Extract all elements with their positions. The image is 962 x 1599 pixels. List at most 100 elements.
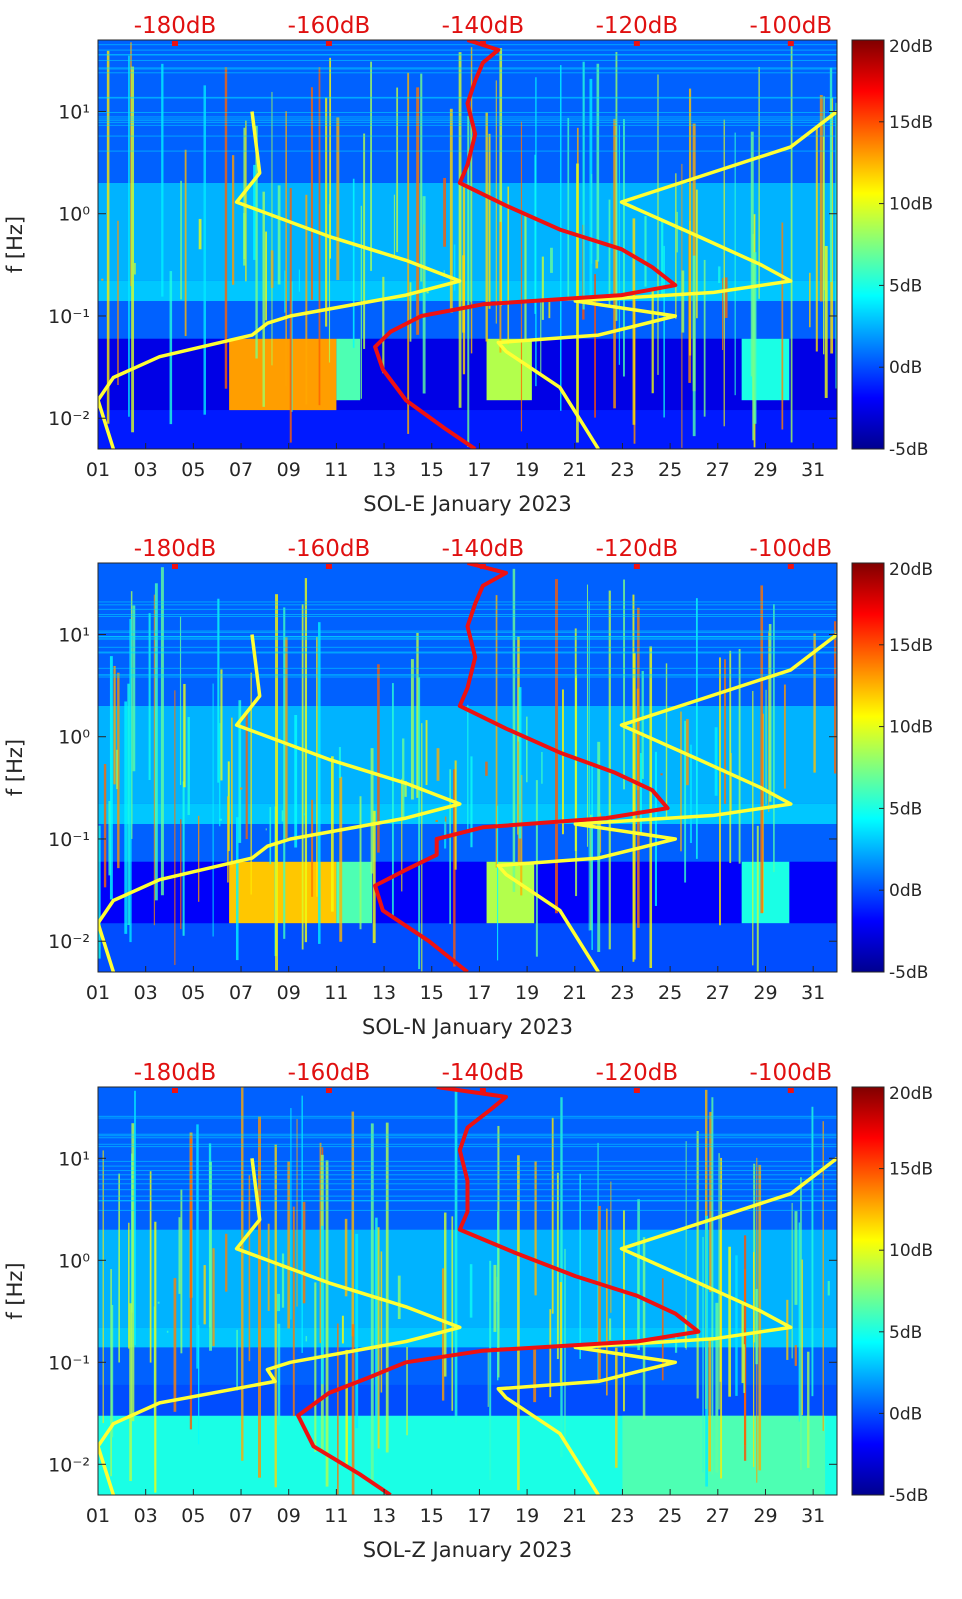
x-tick-label: 07 — [229, 982, 253, 1004]
spectrogram-transient — [397, 1275, 401, 1319]
spectrogram-transient — [262, 191, 265, 407]
spectrogram-transient — [128, 1222, 130, 1349]
spectrogram-transient — [310, 87, 313, 300]
spectrogram-harmonic — [98, 1133, 837, 1135]
spectrogram-transient — [305, 1336, 308, 1342]
x-tick-label: 15 — [420, 459, 444, 481]
y-tick-label: 10¹ — [58, 101, 90, 123]
spectrogram-transient — [339, 776, 343, 942]
spectrogram-transient — [267, 1223, 270, 1311]
spectrogram-transient — [610, 1181, 612, 1313]
spectrogram-transient — [637, 607, 640, 928]
x-tick-label: 27 — [706, 982, 730, 1004]
spectrogram-transient — [418, 677, 421, 970]
spectrogram-band — [98, 1384, 837, 1416]
spectrogram-transient — [702, 1236, 704, 1473]
spectrogram-transient — [791, 1202, 793, 1359]
spectrogram-transient — [174, 690, 176, 965]
x-tick-label: 01 — [86, 459, 110, 481]
spectrogram-transient — [189, 1135, 193, 1430]
spectrogram-transient — [597, 1142, 599, 1380]
spectrogram-transient — [102, 1150, 104, 1424]
spectrogram-transient — [824, 246, 828, 398]
x-tick-label: 07 — [229, 1505, 253, 1527]
spectrogram-transient — [253, 164, 256, 260]
spectrogram-transient — [574, 628, 577, 852]
spectrogram-transient — [113, 665, 116, 785]
top-db-label: -120dB — [596, 536, 679, 562]
top-db-label: -100dB — [750, 1060, 833, 1086]
spectrogram-transient — [639, 753, 642, 836]
spectrogram-harmonic — [98, 667, 837, 669]
spectrogram-transient — [485, 761, 488, 776]
spectrogram-transient — [582, 61, 585, 310]
spectrogram-transient — [298, 269, 301, 292]
y-tick-label: 10⁻¹ — [48, 306, 90, 328]
top-db-label: -140dB — [442, 1060, 525, 1086]
spectrogram-transient — [435, 820, 438, 823]
spectrogram-transient — [179, 616, 182, 786]
top-db-tick — [787, 1088, 794, 1093]
x-tick-label: 19 — [515, 459, 539, 481]
spectrogram-transient — [231, 155, 235, 285]
spectrogram-transient — [290, 281, 293, 412]
yellow-reference-curve-2 — [496, 1156, 837, 1495]
spectrogram-transient — [696, 1130, 699, 1399]
spectrogram-harmonic — [98, 1160, 837, 1162]
spectrogram-transient — [451, 1216, 454, 1411]
spectrogram-transient — [325, 97, 328, 327]
spectrogram-transient — [302, 1201, 306, 1304]
spectrogram-panel-3: 01 03 05 07 09 11 13 15 17 19 21 23 25 27 29 31 10⁻² 10⁻¹… — [3, 1060, 933, 1562]
spectrogram-transient — [372, 810, 376, 944]
spectrogram-transient — [623, 579, 626, 790]
spectrogram-transient — [833, 621, 837, 774]
spectrogram-transient — [197, 815, 200, 902]
x-tick-label: 27 — [706, 459, 730, 481]
spectrogram-transient — [654, 751, 657, 906]
spectrogram-transient — [660, 773, 663, 776]
spectrogram-harmonic — [98, 637, 837, 639]
y-tick-label: 10⁰ — [58, 204, 90, 226]
colorbar-tick-label: 10dB — [889, 718, 933, 738]
spectrogram-panel-1: 01 03 05 07 09 11 13 15 17 19 21 23 25 27 29 31 10⁻² 10⁻¹… — [3, 13, 933, 516]
spectrogram-transient — [665, 663, 668, 818]
spectrogram-transient — [301, 1095, 303, 1353]
spectrogram-transient — [594, 274, 596, 418]
spectrogram-transient — [708, 1338, 711, 1472]
x-tick-label: 05 — [181, 459, 205, 481]
spectrogram-transient — [153, 594, 155, 926]
spectrogram-transient — [495, 595, 498, 868]
x-tick-label: 13 — [372, 982, 396, 1004]
y-tick-label: 10⁰ — [58, 1250, 90, 1272]
spectrogram-harmonic — [98, 116, 837, 118]
spectrogram-transient — [661, 221, 664, 298]
spectrogram-transient — [377, 664, 380, 853]
spectrogram-transient — [705, 1215, 708, 1487]
colorbar-tick-label: 20dB — [889, 560, 933, 580]
spectrogram-transient — [507, 186, 510, 345]
spectrogram-transient — [227, 796, 229, 883]
top-db-tick — [171, 564, 178, 569]
x-tick-label: 07 — [229, 459, 253, 481]
spectrogram-transient — [637, 1199, 640, 1351]
spectrogram-transient — [663, 245, 665, 418]
spectrogram-transient — [285, 111, 287, 387]
spectrogram-transient — [277, 1323, 281, 1426]
x-tick-label: 03 — [134, 1505, 158, 1527]
x-tick-label: 21 — [563, 982, 587, 1004]
spectrogram-transient — [758, 1164, 762, 1471]
spectrogram-transient — [198, 218, 202, 250]
spectrogram-transient — [681, 270, 685, 333]
spectrogram-transient — [183, 683, 186, 788]
y-tick-label: 10¹ — [58, 624, 90, 646]
spectrogram-transient — [281, 810, 284, 822]
spectrogram-transient — [674, 1334, 678, 1353]
x-axis-title: SOL-Z January 2023 — [363, 1538, 573, 1562]
spectrogram-harmonic — [98, 111, 837, 113]
spectrogram-transient — [277, 1293, 281, 1312]
spectrogram-transient — [823, 136, 825, 355]
top-db-label: -100dB — [750, 13, 833, 39]
colorbar-tick-label: 20dB — [889, 37, 933, 57]
spectrogram-transient — [382, 276, 385, 374]
spectrogram-band — [741, 861, 790, 924]
